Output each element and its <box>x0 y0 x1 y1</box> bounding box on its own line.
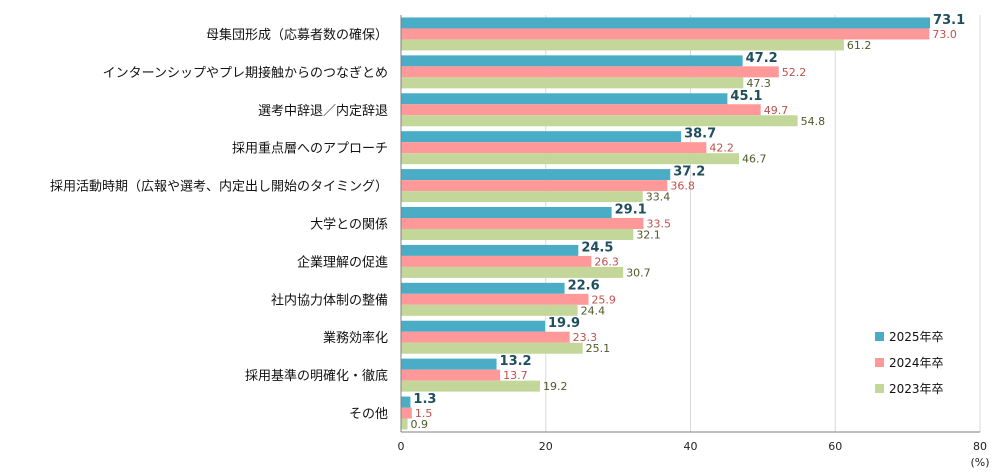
x-tick-label-40: 40 <box>684 440 698 453</box>
data-label-2023-3: 46.7 <box>742 153 767 166</box>
category-label-2: 選考中辞退／内定辞退 <box>258 103 388 119</box>
category-label-3: 採用重点層へのアプローチ <box>232 141 388 157</box>
legend-swatch-0 <box>875 332 884 341</box>
data-label-2025-6: 24.5 <box>581 240 613 255</box>
bar-2024-9 <box>401 369 501 381</box>
data-label-2024-10: 1.5 <box>415 407 433 420</box>
bar-2023-0 <box>401 39 844 51</box>
data-label-2025-4: 37.2 <box>673 165 705 180</box>
data-label-2024-9: 13.7 <box>503 369 528 382</box>
data-label-2024-7: 25.9 <box>591 293 616 306</box>
data-label-2024-2: 49.7 <box>764 104 789 117</box>
data-label-2023-10: 0.9 <box>411 418 429 431</box>
data-label-2025-1: 47.2 <box>746 51 778 66</box>
data-label-2025-5: 29.1 <box>615 203 647 218</box>
category-label-10: その他 <box>349 407 388 422</box>
data-label-2024-3: 42.2 <box>709 142 734 155</box>
data-label-2024-0: 73.0 <box>932 28 957 41</box>
x-tick-label-80: 80 <box>973 440 987 453</box>
data-label-2023-4: 33.4 <box>646 191 671 204</box>
bar-2025-5 <box>401 207 612 218</box>
category-label-0: 母集団形成（応募者数の確保） <box>206 27 388 43</box>
data-label-2024-4: 36.8 <box>670 180 695 193</box>
x-tick-label-0: 0 <box>398 440 405 453</box>
bar-2023-4 <box>401 191 643 203</box>
bar-2023-7 <box>401 304 578 316</box>
bar-2025-6 <box>401 244 579 256</box>
data-label-2024-5: 33.5 <box>646 218 671 231</box>
bar-2023-3 <box>401 153 739 165</box>
legend-swatch-2 <box>875 384 884 393</box>
data-label-2023-7: 24.4 <box>581 304 606 317</box>
category-label-8: 業務効率化 <box>323 330 388 346</box>
bar-2023-5 <box>401 229 634 240</box>
bar-2024-3 <box>401 142 707 154</box>
bar-2024-1 <box>401 66 779 78</box>
x-unit-label: (%) <box>970 456 989 469</box>
bar-2025-1 <box>401 55 743 67</box>
data-label-2024-1: 52.2 <box>782 66 807 79</box>
data-label-2023-8: 25.1 <box>586 342 611 355</box>
bar-2023-2 <box>401 115 798 127</box>
bar-2025-7 <box>401 282 565 294</box>
category-label-9: 採用基準の明確化・徹底 <box>245 368 388 384</box>
data-label-2023-6: 30.7 <box>626 266 651 279</box>
data-label-2024-8: 23.3 <box>573 331 598 344</box>
legend-swatch-1 <box>875 358 884 367</box>
data-label-2025-8: 19.9 <box>548 316 580 331</box>
bar-2025-3 <box>401 131 682 143</box>
legend-label-2: 2023年卒 <box>889 382 944 396</box>
bar-2024-8 <box>401 331 570 343</box>
bar-2025-9 <box>401 358 497 370</box>
category-label-4: 採用活動時期（広報や選考、内定出し開始のタイミング） <box>50 179 388 195</box>
data-label-2023-2: 54.8 <box>801 115 826 128</box>
data-label-2025-3: 38.7 <box>684 127 716 142</box>
bar-2023-10 <box>401 418 408 430</box>
data-label-2025-10: 1.3 <box>413 392 436 407</box>
bar-2024-7 <box>401 293 589 305</box>
data-label-2025-7: 22.6 <box>568 278 600 293</box>
bar-2023-6 <box>401 266 624 278</box>
bar-2024-0 <box>401 28 930 40</box>
x-tick-label-20: 20 <box>539 440 553 453</box>
bar-2024-10 <box>401 407 412 419</box>
category-label-1: インターンシップやプレ期接触からのつなぎとめ <box>103 65 388 81</box>
x-tick-label-60: 60 <box>828 440 842 453</box>
data-label-2025-9: 13.2 <box>500 354 532 369</box>
bar-2024-6 <box>401 255 592 267</box>
bar-2024-5 <box>401 218 644 229</box>
bar-2023-9 <box>401 380 540 392</box>
data-label-2023-1: 47.3 <box>746 77 771 90</box>
category-label-7: 社内協力体制の整備 <box>271 292 388 308</box>
bar-2023-8 <box>401 342 583 354</box>
data-label-2023-9: 19.2 <box>543 380 568 393</box>
category-label-6: 企業理解の促進 <box>297 254 388 270</box>
data-label-2025-0: 73.1 <box>933 13 965 28</box>
bar-2025-8 <box>401 320 546 332</box>
data-label-2025-2: 45.1 <box>730 89 762 104</box>
bar-2025-2 <box>401 93 728 105</box>
bar-2025-0 <box>401 17 931 29</box>
legend-label-1: 2024年卒 <box>889 356 944 370</box>
data-label-2023-0: 61.2 <box>847 39 872 52</box>
data-label-2024-6: 26.3 <box>594 255 619 268</box>
bar-2024-2 <box>401 104 761 116</box>
data-label-2023-5: 32.1 <box>636 229 661 242</box>
category-label-5: 大学との関係 <box>310 217 388 233</box>
legend-label-0: 2025年卒 <box>889 330 944 344</box>
bar-2025-10 <box>401 396 411 408</box>
bar-2024-4 <box>401 180 668 192</box>
bar-2025-4 <box>401 169 671 181</box>
bar-2023-1 <box>401 77 744 89</box>
